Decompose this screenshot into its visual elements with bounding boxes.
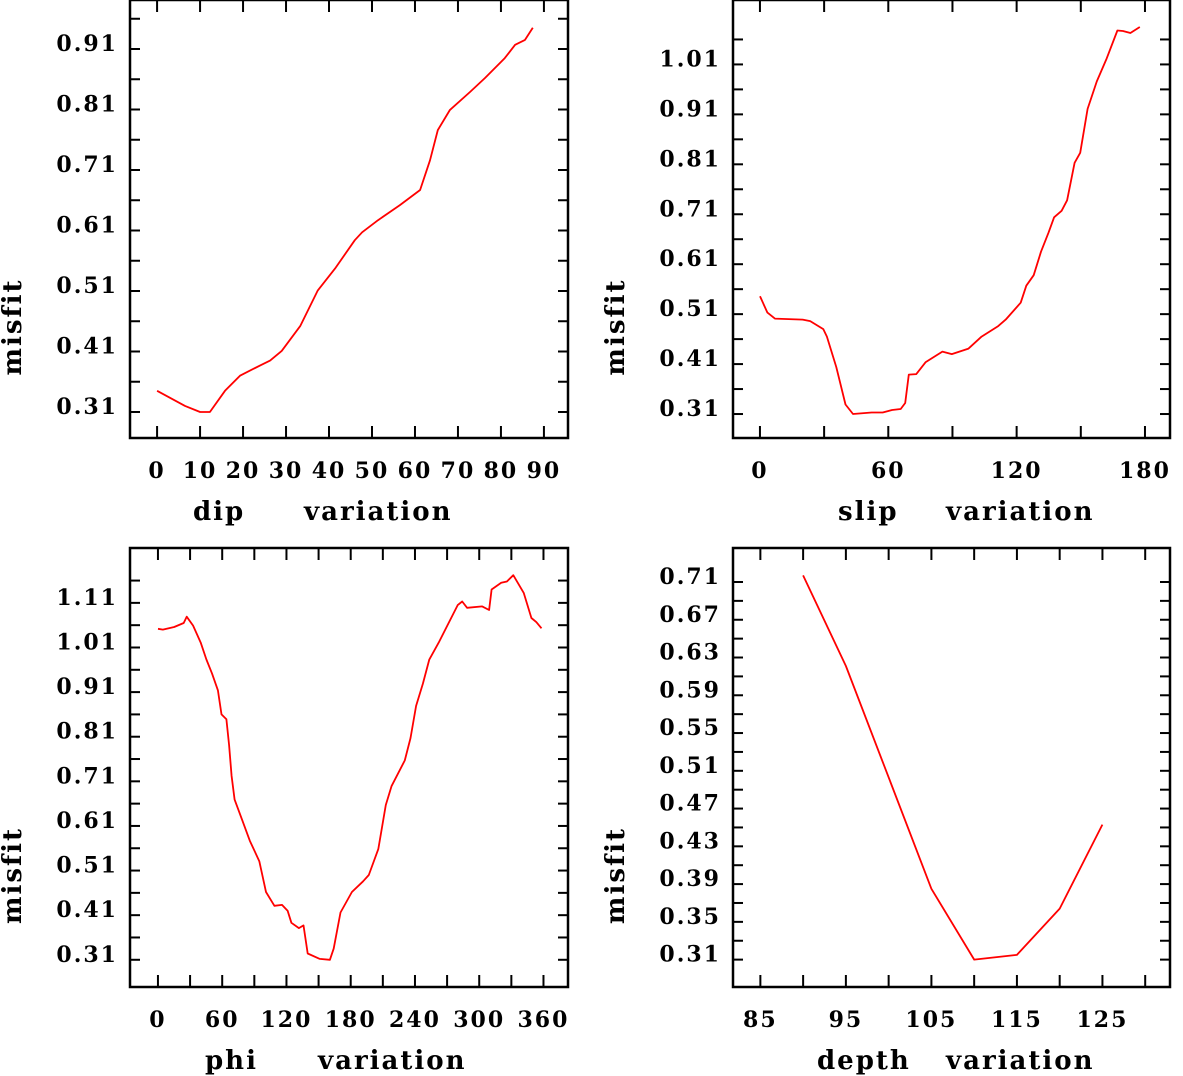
x-axis-label: slip variation [838,497,1095,527]
y-tick-label: 0.81 [56,92,118,118]
y-tick-label: 0.51 [56,853,118,879]
plot-frame [731,546,1172,989]
y-tick-label: 0.41 [56,897,118,923]
y-tick-label: 0.47 [659,791,721,817]
x-tick-label: 360 [518,1007,570,1033]
x-tick-label: 300 [453,1007,505,1033]
y-axis-label: misfit [601,278,631,375]
chart-panel-2: 0 60 120 180 0.31 0.41 0.51 0.61 0.71 0.81 0.91 1.0… [601,0,1172,527]
chart-panel-4: 85 95 105 115 125 0.31 0.35 0.39 0.43 0.47 0.51 0.5… [601,546,1172,1076]
x-tick-label: 120 [260,1007,312,1033]
misfit-series-line [157,574,543,961]
chart-panel-3: 0 60 120 180 240 300 360 0.31 0.41 0.51 0.61 0.71 0.… [0,546,570,1076]
x-axis-label-word: variation [945,1046,1095,1076]
y-tick-label: 0.81 [659,146,721,172]
y-tick-label: 0.91 [56,674,118,700]
y-tick-label: 0.31 [659,942,721,968]
x-tick-label: 105 [905,1007,957,1033]
x-axis-label-word: slip [838,497,899,527]
y-tick-label: 0.39 [659,866,721,892]
y-tick-label: 1.11 [56,585,118,611]
y-tick-label: 0.71 [659,196,721,222]
y-tick-label: 0.51 [659,753,721,779]
x-axis-label-word: variation [317,1046,467,1076]
y-tick-label: 1.01 [56,629,118,655]
y-tick-label: 0.91 [56,31,118,57]
y-tick-label: 0.31 [56,394,118,420]
x-tick-label: 30 [269,458,304,484]
x-tick-label: 10 [183,458,218,484]
plot-frame [128,546,570,989]
y-tick-label: 0.41 [659,346,721,372]
x-tick-label: 60 [205,1007,240,1033]
y-tick-label: 0.71 [56,152,118,178]
misfit-series-line [156,27,534,413]
x-tick-label: 95 [829,1007,864,1033]
x-tick-label: 120 [991,458,1043,484]
x-axis-label-word: phi [205,1046,258,1076]
y-tick-label: 0.51 [56,273,118,299]
y-tick-label: 0.35 [659,904,721,930]
y-tick-label: 0.31 [56,942,118,968]
y-tick-label: 0.91 [659,96,721,122]
x-axis-label-word: depth [817,1046,911,1076]
x-axis-label-word: variation [945,497,1095,527]
x-tick-label: 180 [1119,458,1171,484]
x-tick-label: 60 [398,458,433,484]
y-tick-label: 0.67 [659,602,721,628]
x-tick-label: 90 [527,458,562,484]
y-tick-label: 0.31 [659,396,721,422]
x-tick-label: 125 [1076,1007,1128,1033]
y-tick-label: 0.81 [56,719,118,745]
y-tick-label: 0.41 [56,333,118,359]
y-tick-label: 0.61 [56,808,118,834]
x-axis-label: dip variation [193,497,453,527]
x-tick-label: 240 [389,1007,441,1033]
y-tick-label: 0.43 [659,828,721,854]
x-tick-label: 0 [751,458,768,484]
y-tick-label: 0.55 [659,715,721,741]
y-axis-label: misfit [0,827,28,924]
chart-panel-1: 0 10 20 30 40 50 60 70 80 90 0.31 0.41 0.51 0.61 0.71 0… [0,0,570,527]
y-tick-label: 0.61 [56,212,118,238]
x-tick-label: 20 [226,458,261,484]
x-axis-label-word: variation [303,497,453,527]
y-axis-label: misfit [0,278,28,375]
plot-frame [128,0,570,440]
y-tick-label: 0.63 [659,640,721,666]
y-tick-label: 0.59 [659,677,721,703]
y-tick-label: 0.71 [56,763,118,789]
x-tick-label: 0 [149,1007,166,1033]
x-axis-label: depth variation [817,1046,1095,1076]
x-tick-label: 50 [355,458,390,484]
x-tick-label: 70 [441,458,476,484]
x-tick-label: 80 [484,458,519,484]
y-axis-label: misfit [601,827,631,924]
x-axis-label-word: dip [193,497,245,527]
x-tick-label: 40 [312,458,347,484]
y-tick-label: 0.71 [659,564,721,590]
y-tick-label: 0.61 [659,246,721,272]
x-tick-label: 115 [991,1007,1043,1033]
y-tick-label: 1.01 [659,46,721,72]
x-tick-label: 0 [148,458,165,484]
x-tick-label: 60 [871,458,906,484]
x-axis-label: phi variation [205,1046,467,1076]
misfit-series-line [802,575,1104,961]
y-tick-label: 0.51 [659,296,721,322]
misfit-series-line [759,26,1141,415]
x-tick-label: 85 [743,1007,778,1033]
x-tick-label: 180 [325,1007,377,1033]
